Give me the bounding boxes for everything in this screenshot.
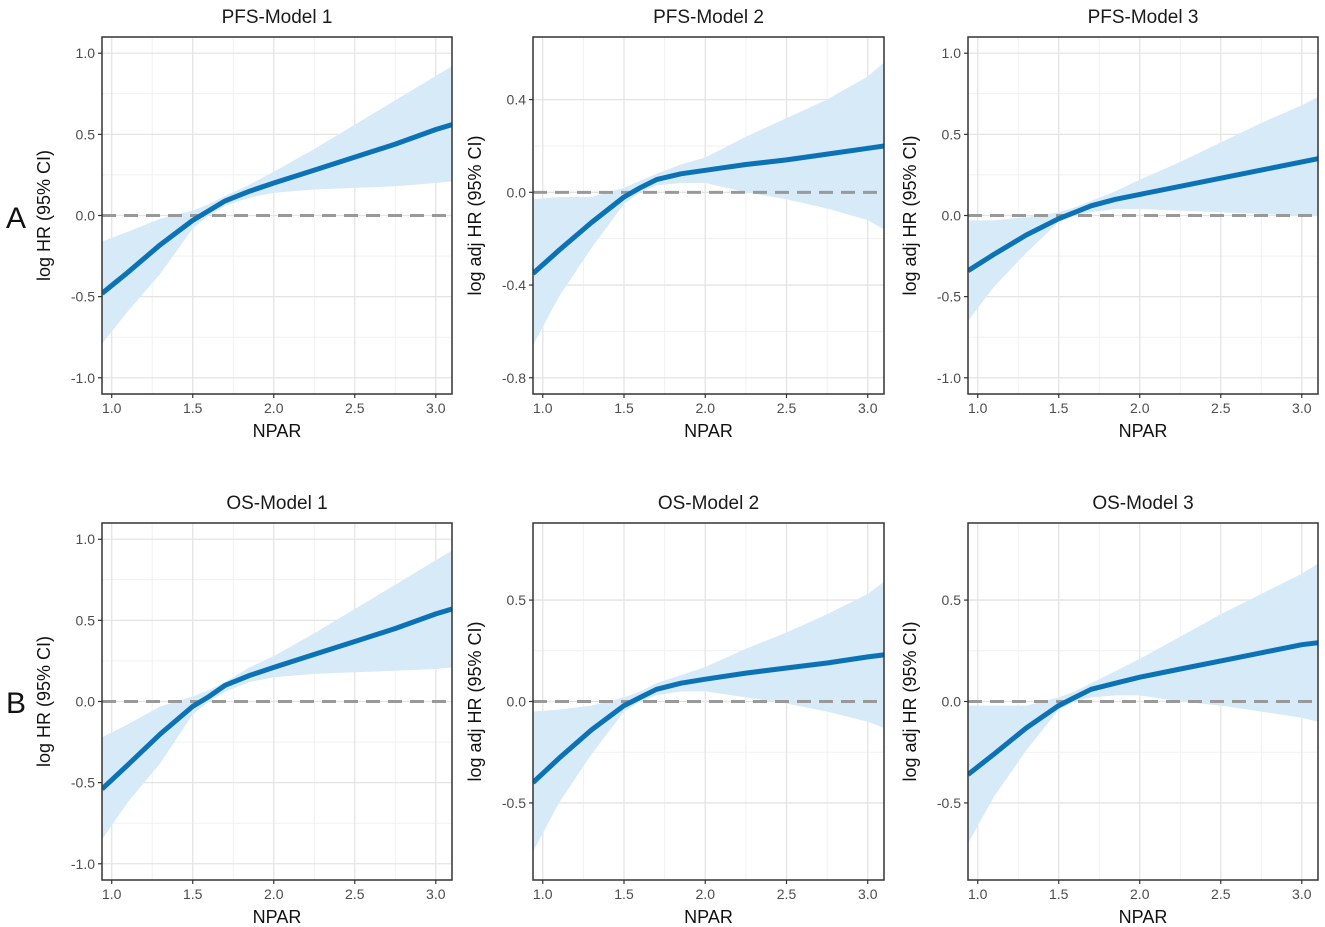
panel-6-x-tick-label: 2.0 <box>1130 886 1150 902</box>
panel-2-hr-curve <box>533 143 884 276</box>
panel-5-x-axis-label: NPAR <box>684 907 733 927</box>
panel-1-y-tick-label: 0.5 <box>76 126 96 142</box>
panel-2-x-tick-label: 2.0 <box>696 400 716 416</box>
panel-2-y-axis-label: log adj HR (95% CI) <box>465 135 485 295</box>
panel-4-y-tick-label: 0.0 <box>76 694 96 710</box>
panel-6-y-tick-label: 0.5 <box>942 592 962 608</box>
panel-6-y-axis-label: log adj HR (95% CI) <box>900 621 920 781</box>
panel-6-x-tick-label: 3.0 <box>1292 886 1312 902</box>
panel-4-x-tick-label: 3.0 <box>426 886 446 902</box>
panel-1-y-tick-label: -0.5 <box>71 289 95 305</box>
panel-5-title: OS-Model 2 <box>658 493 759 514</box>
panel-6-x-tick-label: 1.0 <box>968 886 988 902</box>
panel-4-title: OS-Model 1 <box>226 493 327 514</box>
panel-4-confidence-band <box>102 550 452 840</box>
panel-1-hr-curve <box>102 122 452 296</box>
panel-2-confidence-band <box>533 62 884 346</box>
panel-3-x-tick-label: 2.5 <box>1211 400 1231 416</box>
panel-1-x-tick-label: 1.5 <box>183 400 203 416</box>
panel-3-x-axis-label: NPAR <box>1119 421 1168 441</box>
panel-3-x-tick-label: 2.0 <box>1130 400 1150 416</box>
panel-2-x-tick-label: 2.5 <box>777 400 797 416</box>
panel-3-x-tick-label: 3.0 <box>1292 400 1312 416</box>
panel-6-y-tick-label: 0.0 <box>942 694 962 710</box>
panel-5-x-tick-label: 3.0 <box>858 886 878 902</box>
panel-3-y-tick-label: -1.0 <box>937 370 961 386</box>
panel-6-y-tick-label: -0.5 <box>937 795 961 811</box>
panel-3-y-tick-label: 0.0 <box>942 208 962 224</box>
panel-3-x-tick-label: 1.0 <box>968 400 988 416</box>
panel-2-x-tick-label: 1.0 <box>533 400 553 416</box>
panel-2-x-tick-label: 1.5 <box>614 400 634 416</box>
panel-3-y-axis-label: log adj HR (95% CI) <box>900 135 920 295</box>
panel-3-confidence-band <box>968 97 1318 321</box>
panel-6-x-tick-label: 1.5 <box>1049 886 1069 902</box>
panel-4-x-tick-label: 2.5 <box>345 886 365 902</box>
panel-6-x-tick-label: 2.5 <box>1211 886 1231 902</box>
row-label-b: B <box>6 687 26 720</box>
panel-4-x-tick-label: 2.0 <box>264 886 284 902</box>
panel-4-y-tick-label: 1.0 <box>76 531 96 547</box>
panel-1-x-tick-label: 3.0 <box>426 400 446 416</box>
panel-4: 1.0 1.5 2.0 2.5 3.0 -1.0 -0.5 0.0 0.5 1.0 OS-Model… <box>34 493 453 927</box>
panel-5-y-tick-label: -0.5 <box>502 795 526 811</box>
panel-2-x-axis-label: NPAR <box>684 421 733 441</box>
panel-1-x-tick-label: 2.5 <box>345 400 365 416</box>
panel-4-y-tick-label: -0.5 <box>71 775 95 791</box>
panel-2-title: PFS-Model 2 <box>653 7 764 28</box>
panel-5-x-tick-label: 2.0 <box>696 886 716 902</box>
panel-3: 1.0 1.5 2.0 2.5 3.0 -1.0 -0.5 0.0 0.5 1.0 PFS-Mode… <box>900 7 1319 441</box>
panel-1: 1.0 1.5 2.0 2.5 3.0 -1.0 -0.5 0.0 0.5 1.0 PFS-Mode… <box>34 7 453 441</box>
panel-2: 1.0 1.5 2.0 2.5 3.0 -0.8 -0.4 0.0 0.4 PFS-Model 2… <box>465 7 885 441</box>
panel-1-y-tick-label: -1.0 <box>71 370 95 386</box>
panel-5-x-tick-label: 2.5 <box>777 886 797 902</box>
panel-1-x-tick-label: 2.0 <box>264 400 284 416</box>
panel-4-x-tick-label: 1.0 <box>102 886 122 902</box>
panel-6: 1.0 1.5 2.0 2.5 3.0 -0.5 0.0 0.5 OS-Model 3 NPAR l… <box>900 493 1319 927</box>
panel-2-frame <box>532 36 885 395</box>
panel-1-confidence-band <box>102 66 452 344</box>
panel-1-y-tick-label: 0.0 <box>76 208 96 224</box>
panel-5: 1.0 1.5 2.0 2.5 3.0 -0.5 0.0 0.5 OS-Model 2 NPAR l… <box>465 493 885 927</box>
panel-5-y-tick-label: 0.0 <box>507 694 527 710</box>
panel-2-y-tick-label: -0.8 <box>502 370 526 386</box>
panel-5-hr-curve <box>533 652 884 785</box>
panel-3-x-tick-label: 1.5 <box>1049 400 1069 416</box>
panel-4-y-tick-label: 0.5 <box>76 612 96 628</box>
panel-3-y-tick-label: -0.5 <box>937 289 961 305</box>
panel-4-hr-curve <box>102 606 452 791</box>
panel-1-title: PFS-Model 1 <box>222 7 333 28</box>
panel-6-title: OS-Model 3 <box>1092 493 1193 514</box>
panel-3-title: PFS-Model 3 <box>1088 7 1199 28</box>
panel-2-x-tick-label: 3.0 <box>858 400 878 416</box>
panel-1-x-axis-label: NPAR <box>253 421 302 441</box>
panel-3-hr-curve <box>968 156 1318 273</box>
panel-6-x-axis-label: NPAR <box>1119 907 1168 927</box>
panel-1-y-axis-label: log HR (95% CI) <box>34 150 54 281</box>
panel-4-x-axis-label: NPAR <box>253 907 302 927</box>
panel-5-y-axis-label: log adj HR (95% CI) <box>465 621 485 781</box>
panel-4-y-axis-label: log HR (95% CI) <box>34 636 54 767</box>
panel-1-y-tick-label: 1.0 <box>76 45 96 61</box>
panel-6-hr-curve <box>968 640 1318 777</box>
panel-4-y-tick-label: -1.0 <box>71 856 95 872</box>
panel-5-x-tick-label: 1.5 <box>614 886 634 902</box>
panel-3-y-tick-label: 1.0 <box>942 45 962 61</box>
panel-1-x-tick-label: 1.0 <box>102 400 122 416</box>
panel-6-confidence-band <box>968 563 1318 844</box>
panel-2-y-tick-label: 0.0 <box>507 184 527 200</box>
panel-2-y-tick-label: -0.4 <box>502 277 526 293</box>
panel-5-confidence-band <box>533 581 884 852</box>
panel-4-x-tick-label: 1.5 <box>183 886 203 902</box>
panel-5-x-tick-label: 1.0 <box>533 886 553 902</box>
panel-3-y-tick-label: 0.5 <box>942 126 962 142</box>
panel-2-y-tick-label: 0.4 <box>507 92 527 108</box>
panel-5-y-tick-label: 0.5 <box>507 592 527 608</box>
row-label-a: A <box>6 202 26 235</box>
